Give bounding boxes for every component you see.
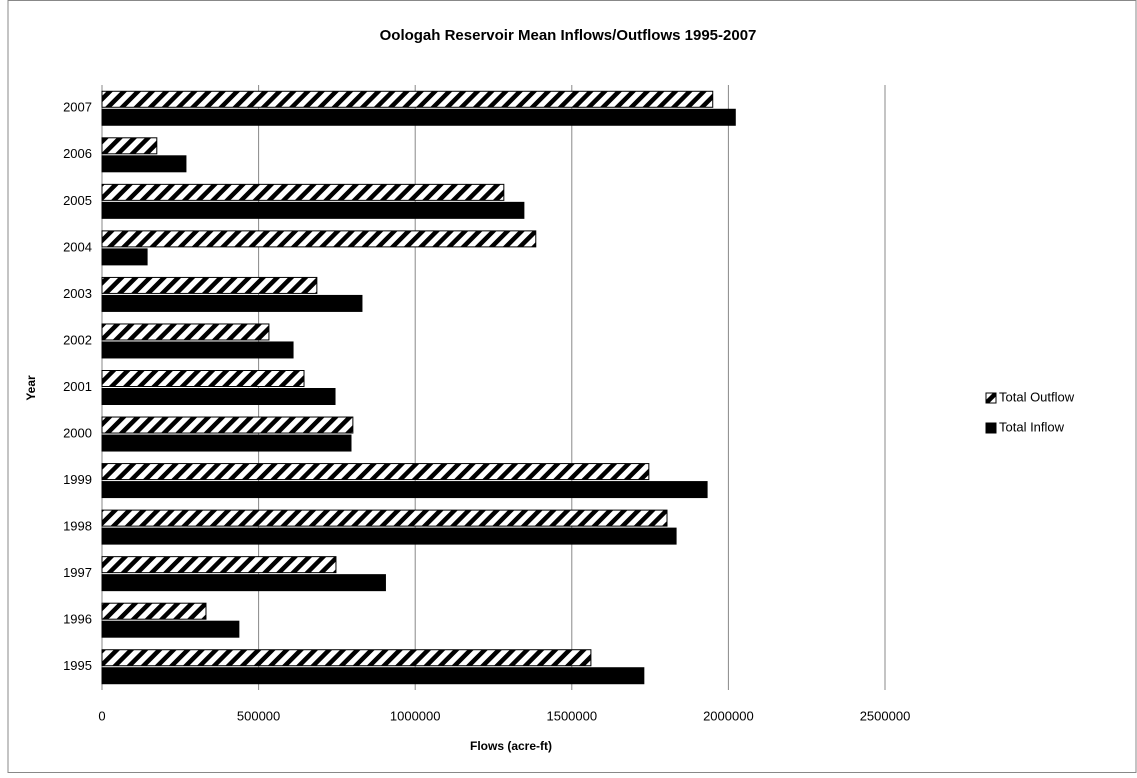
x-tick-label: 2000000: [703, 708, 754, 723]
bar: [101, 108, 736, 126]
bar: [101, 556, 337, 574]
bar: [101, 463, 650, 481]
x-tick-label: 500000: [237, 708, 280, 723]
y-tick-label: 2007: [63, 100, 92, 115]
bar: [101, 155, 187, 173]
y-tick-label: 2002: [63, 332, 92, 347]
x-tick-label: 1500000: [546, 708, 597, 723]
y-tick-label: 2004: [63, 239, 92, 254]
bar: [101, 341, 294, 359]
y-tick-label: 1999: [63, 472, 92, 487]
legend-swatch: [985, 392, 997, 404]
bar: [101, 481, 708, 499]
y-tick-label: 2000: [63, 425, 92, 440]
bar: [101, 649, 592, 667]
bar: [101, 574, 386, 592]
bar: [101, 527, 677, 545]
legend-label: Total Outflow: [999, 389, 1075, 404]
bar: [101, 294, 363, 312]
chart-title: Oologah Reservoir Mean Inflows/Outflows …: [380, 27, 757, 44]
x-tick-label: 2500000: [860, 708, 911, 723]
bar: [101, 230, 537, 248]
bar: [101, 620, 240, 638]
bar: [101, 602, 207, 620]
legend-label: Total Inflow: [999, 419, 1065, 434]
bar: [101, 370, 305, 387]
y-tick-label: 1998: [63, 519, 92, 534]
bar: [101, 137, 158, 155]
y-tick-label: 2001: [63, 379, 92, 394]
y-tick-label: 1995: [63, 658, 92, 673]
bar: [101, 416, 354, 434]
bar: [101, 276, 318, 294]
bar: [101, 90, 714, 108]
bar: [101, 183, 505, 201]
bar: [101, 667, 645, 685]
x-tick-label: 0: [98, 708, 105, 723]
y-tick-label: 2003: [63, 286, 92, 301]
x-tick-label: 1000000: [390, 708, 441, 723]
y-tick-label: 2005: [63, 193, 92, 208]
bar: [101, 201, 525, 219]
bar: [101, 248, 148, 266]
y-tick-label: 2006: [63, 146, 92, 161]
y-axis-label: Year: [24, 375, 38, 401]
y-tick-label: 1997: [63, 565, 92, 580]
bar: [101, 323, 270, 341]
x-axis-label: Flows (acre-ft): [470, 739, 552, 753]
bar: [101, 388, 336, 405]
bar: [101, 509, 668, 527]
bar: [101, 434, 352, 452]
legend-swatch: [985, 422, 997, 434]
y-tick-label: 1996: [63, 612, 92, 627]
